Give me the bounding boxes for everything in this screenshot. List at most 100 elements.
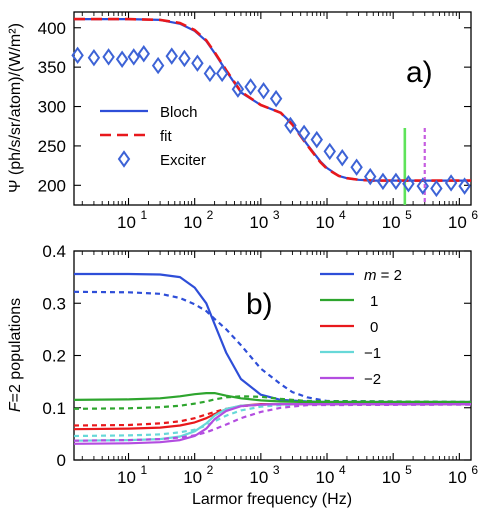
panel-b-x-tick-exponent: 3 (273, 463, 280, 477)
panel-a-x-tick-label: 10 (316, 213, 335, 232)
panel-a-x-tick-label: 10 (117, 213, 136, 232)
series-mminus1-solid (73, 403, 471, 442)
panel-a-x-tick-exponent: 5 (405, 208, 412, 222)
exciter-point (203, 64, 217, 83)
panel-a-x-tick-label: 10 (249, 213, 268, 232)
panel-b-x-tick-label: 10 (183, 468, 202, 487)
panel-b-legend: m = 2 1 0 −1 −2 (320, 267, 402, 388)
panel-a-y-tick-label: 200 (38, 176, 66, 195)
series-m2-dashed (73, 290, 472, 404)
exciter-point (284, 116, 297, 135)
panel-a-y-tick-label: 250 (38, 137, 66, 156)
panel-b: 00.10.20.30.4 10 1 10 2 10 3 10 4 10 5 10 6 b) m = … (7, 242, 478, 508)
panel-a-x-tick-exponent: 6 (471, 208, 478, 222)
exciter-point (215, 64, 229, 83)
panel-b-x-tick-label: 10 (316, 468, 335, 487)
panel-b-y-tick-label: 0.1 (42, 399, 66, 418)
exciter-point (297, 124, 311, 143)
panel-b-x-tick-exponent: 5 (405, 463, 412, 477)
exciter-point (231, 80, 245, 98)
series-mminus2-dashed (73, 403, 472, 442)
exciter-point (178, 49, 191, 68)
legend-mminus1-label: −1 (364, 345, 381, 362)
series-m0-dashed (73, 403, 471, 427)
exciter-point (350, 158, 363, 176)
legend-m1-label: 1 (370, 293, 378, 310)
panel-b-ticks (74, 250, 471, 461)
panel-a-x-tick-exponent: 3 (273, 208, 280, 222)
panel-b-y-tick-label: 0.2 (42, 347, 66, 366)
panel-a-reference-lines (403, 128, 426, 205)
panel-b-y-tick-labels: 0 0.1 0.2 0.3 0.4 (42, 242, 66, 470)
panel-b-y-tick-label: 0.4 (42, 242, 66, 261)
series-mminus1-dashed (73, 403, 471, 438)
exciter-point (416, 177, 429, 195)
legend-exciter-label: Exciter (160, 152, 206, 169)
exciter-point (402, 175, 415, 193)
exciter-point (191, 54, 204, 72)
exciter-point (310, 130, 323, 149)
exciter-point (364, 167, 377, 186)
exciter-point (87, 48, 101, 67)
exciter-point (151, 56, 165, 75)
panel-b-x-axis-label: Larmor frequency (Hz) (192, 491, 352, 508)
panel-b-x-tick-label: 10 (117, 468, 136, 487)
panel-b-x-tick-exponent: 6 (471, 463, 478, 477)
panel-a-x-tick-exponent: 2 (207, 208, 214, 222)
panel-b-label: b) (246, 288, 273, 321)
exciter-point (137, 45, 150, 63)
panel-a-y-tick-label: 400 (38, 19, 66, 38)
panel-a: 200 250 300 350 400 10 1 10 2 10 3 10 4 10 5 10 6 a) Bl… (7, 11, 478, 232)
legend-bloch-label: Bloch (160, 104, 198, 121)
panel-a-x-tick-labels: 10 1 10 2 10 3 10 4 10 5 10 6 (117, 208, 478, 232)
exciter-point (444, 174, 458, 192)
panel-b-x-tick-label: 10 (382, 468, 401, 487)
exciter-point (71, 46, 84, 65)
exciter-point (323, 142, 336, 161)
exciter-point (115, 50, 129, 68)
panel-b-x-tick-exponent: 4 (339, 463, 346, 477)
exciter-point (430, 179, 443, 198)
exciter-point (102, 48, 115, 66)
panel-a-y-tick-labels: 200 250 300 350 400 (38, 19, 66, 196)
exciter-point (257, 82, 270, 100)
panel-a-y-tick-label: 300 (38, 98, 66, 117)
exciter-point (127, 48, 140, 66)
panel-b-y-axis-label: F=2 populations (7, 298, 24, 412)
legend-m0-label: 0 (370, 319, 378, 336)
series-fit-line (74, 17, 471, 182)
exciter-point (269, 89, 283, 108)
series-m1-solid (73, 392, 471, 404)
panel-b-y-tick-label: 0.3 (42, 294, 66, 313)
panel-b-x-tick-label: 10 (448, 468, 467, 487)
panel-a-x-tick-exponent: 1 (141, 208, 148, 222)
panel-a-ticks (74, 12, 471, 205)
panel-a-x-tick-label: 10 (382, 213, 401, 232)
legend-fit-label: fit (160, 128, 173, 145)
panel-a-x-tick-label: 10 (448, 213, 467, 232)
panel-a-frame (73, 11, 472, 206)
panel-b-x-tick-labels: 10 1 10 2 10 3 10 4 10 5 10 6 (117, 463, 478, 487)
panel-a-label: a) (406, 56, 433, 89)
legend-exciter-marker (117, 150, 131, 168)
exciter-point (376, 172, 390, 191)
exciter-point (458, 177, 471, 195)
panel-a-x-tick-exponent: 4 (339, 208, 346, 222)
panel-a-y-axis-label: Ψ (ph/s/sr/atom)/(W/m²) (7, 23, 24, 193)
panel-a-legend: Bloch fit Exciter (100, 104, 206, 169)
series-m0-solid (73, 403, 471, 431)
panel-a-series (74, 17, 471, 182)
panel-b-x-tick-label: 10 (249, 468, 268, 487)
exciter-point (336, 149, 349, 167)
legend-m2-label: m = 2 (364, 267, 402, 284)
exciter-point (165, 47, 178, 65)
panel-b-x-tick-exponent: 1 (141, 463, 148, 477)
exciter-point (389, 172, 403, 191)
panel-b-series (73, 272, 472, 445)
panel-b-y-tick-label: 0 (57, 451, 66, 470)
panel-a-y-tick-label: 350 (38, 58, 66, 77)
series-mminus2-solid (73, 403, 471, 445)
series-m1-dashed (73, 395, 472, 410)
legend-mminus2-label: −2 (364, 371, 381, 388)
